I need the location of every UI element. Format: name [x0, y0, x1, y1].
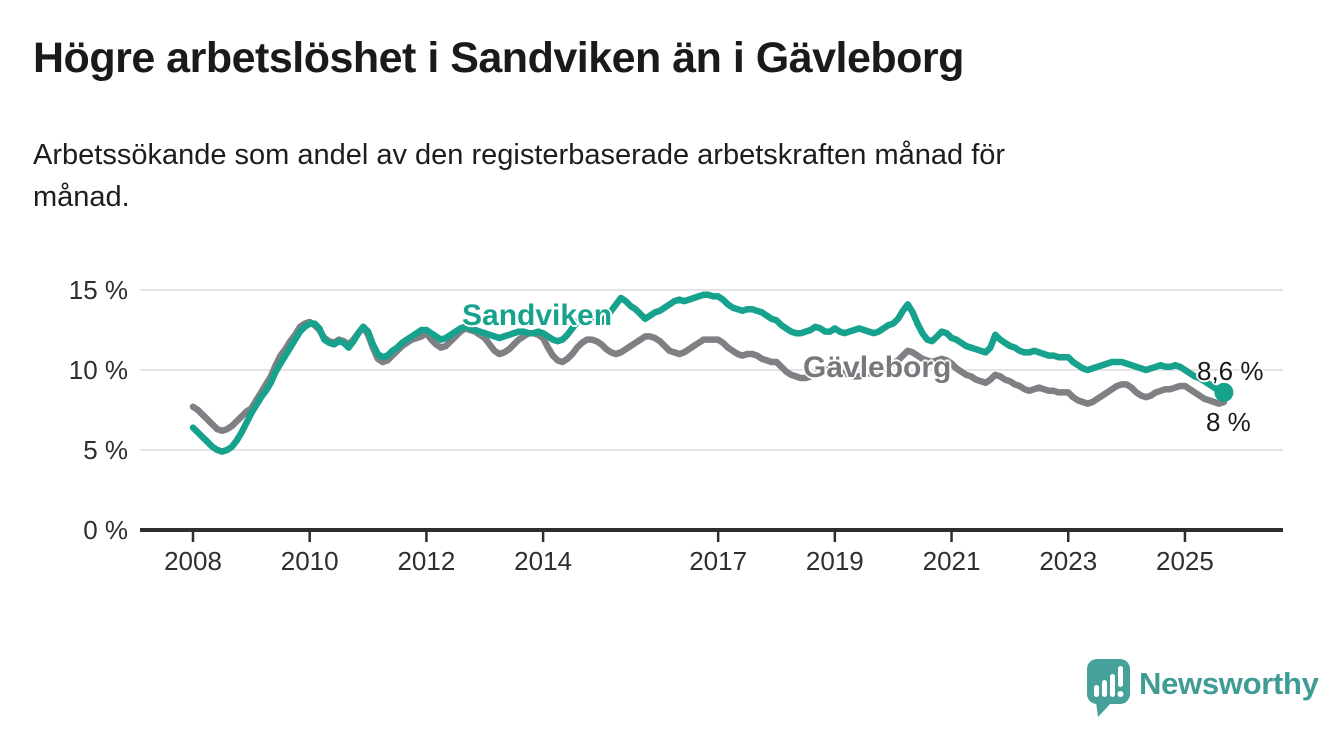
newsworthy-logo-text: Newsworthy [1139, 666, 1319, 701]
series-line-gävleborg [189, 318, 1228, 435]
chart-subtitle-line1: Arbetssökande som andel av den registerb… [33, 139, 1006, 171]
x-tick-label: 2008 [164, 546, 222, 576]
series-label-sandviken: Sandviken [462, 299, 613, 332]
page-title: Högre arbetslöshet i Sandviken än i Gävl… [33, 34, 964, 82]
newsworthy-logo-icon [1087, 659, 1130, 717]
y-tick-label: 5 % [83, 435, 128, 465]
y-tick-label: 15 % [68, 275, 128, 305]
series-label-gavleborg: Gävleborg [803, 351, 952, 384]
y-tick-label: 0 % [83, 515, 128, 545]
x-tick-label: 2025 [1156, 546, 1214, 576]
chart-subtitle: Arbetssökande som andel av den registerb… [33, 134, 1273, 218]
x-tick-label: 2021 [922, 546, 981, 576]
x-tick-label: 2014 [514, 546, 573, 576]
x-tick-label: 2012 [397, 546, 456, 576]
series-end-dot [1214, 382, 1234, 402]
y-tick-label: 10 % [68, 355, 128, 385]
x-tick-label: 2017 [689, 546, 748, 576]
end-value-gavleborg: 8 % [1206, 407, 1251, 437]
newsworthy-logo[interactable]: Newsworthy [1086, 658, 1319, 720]
chart-subtitle-line2: månad. [33, 181, 130, 213]
series-line-sandviken [189, 291, 1228, 455]
x-tick-label: 2023 [1039, 546, 1098, 576]
x-tick-label: 2010 [280, 546, 339, 576]
end-value-sandviken: 8,6 % [1197, 356, 1264, 386]
x-tick-label: 2019 [805, 546, 864, 576]
